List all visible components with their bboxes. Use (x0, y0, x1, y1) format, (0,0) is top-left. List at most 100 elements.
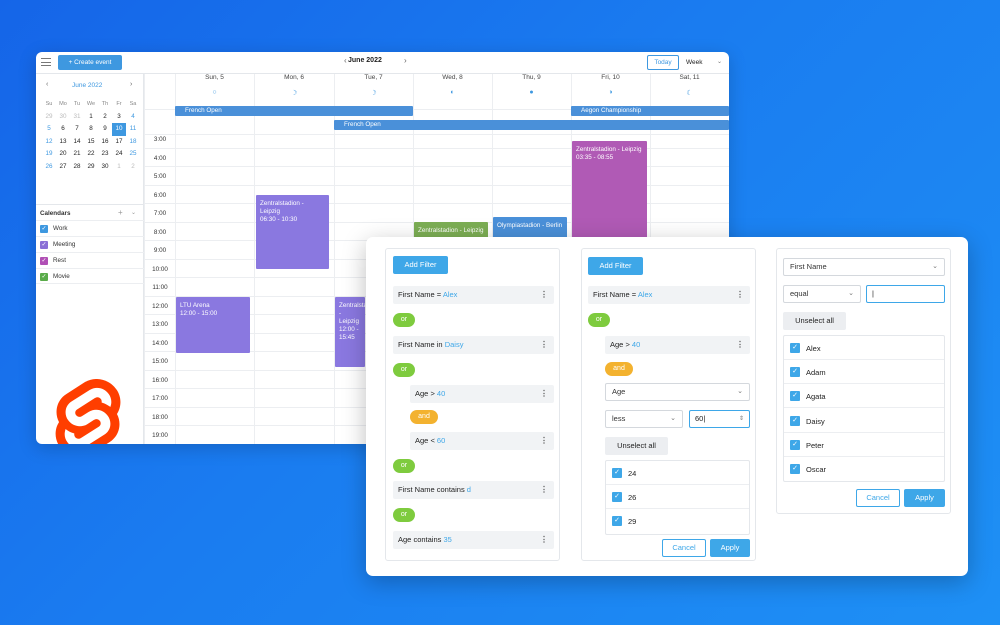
day-header[interactable]: Sat, 11 ☾ (650, 74, 729, 109)
more-icon[interactable]: ⋮ (736, 290, 744, 299)
mini-day[interactable]: 29 (45, 112, 53, 120)
or-badge[interactable]: or (393, 508, 415, 522)
more-icon[interactable]: ⋮ (540, 535, 548, 544)
allday-event[interactable]: French Open (175, 106, 413, 116)
mini-day[interactable]: 26 (45, 162, 53, 170)
menu-icon[interactable] (41, 58, 51, 66)
value-input[interactable]: 60| ⇕ (689, 410, 750, 428)
checkbox-icon[interactable]: ✓ (790, 464, 800, 474)
checklist-item[interactable]: ✓ 24 (606, 461, 749, 485)
allday-event[interactable]: French Open (334, 120, 729, 130)
stepper-icon[interactable]: ⇕ (738, 416, 744, 422)
checklist-item[interactable]: ✓ Adam (784, 360, 944, 384)
more-icon[interactable]: ⋮ (540, 340, 548, 349)
mini-day[interactable]: 8 (89, 125, 93, 133)
filter-rule[interactable]: Age > 40 ⋮ (605, 336, 750, 354)
chevron-down-icon[interactable]: ⌄ (131, 210, 137, 216)
mini-day[interactable]: 1 (89, 112, 93, 120)
mini-day[interactable]: 30 (59, 112, 67, 120)
checkbox-icon[interactable]: ✓ (40, 257, 48, 265)
or-badge[interactable]: or (393, 313, 415, 327)
mini-day[interactable]: 28 (73, 162, 81, 170)
checklist-item[interactable]: ✓ Peter (784, 433, 944, 457)
mini-day[interactable]: 15 (87, 137, 95, 145)
apply-button[interactable]: Apply (710, 539, 750, 557)
chevron-right-icon[interactable]: › (130, 81, 133, 88)
filter-rule[interactable]: First Name in Daisy ⋮ (393, 336, 554, 354)
mini-day[interactable]: 13 (59, 137, 67, 145)
filter-rule[interactable]: Age > 40 ⋮ (410, 385, 554, 403)
add-calendar-icon[interactable]: + (118, 208, 123, 217)
checkbox-icon[interactable]: ✓ (790, 343, 800, 353)
calendar-event[interactable]: Zentralstadion - Leipzig 06:30 - 10:30 (256, 195, 329, 269)
mini-day[interactable]: 21 (73, 150, 81, 158)
mini-day[interactable]: 27 (59, 162, 67, 170)
chevron-left-icon[interactable]: ‹ (46, 81, 49, 88)
operator-select[interactable]: equal ⌄ (783, 285, 861, 303)
mini-day[interactable]: 9 (103, 125, 107, 133)
cancel-button[interactable]: Cancel (662, 539, 706, 557)
calendar-item-movie[interactable]: ✓ Movie (36, 268, 144, 284)
mini-day[interactable]: 11 (129, 125, 137, 133)
mini-day[interactable]: 14 (73, 137, 81, 145)
mini-day[interactable]: 31 (73, 112, 81, 120)
checkbox-icon[interactable]: ✓ (790, 367, 800, 377)
or-badge[interactable]: or (393, 459, 415, 473)
day-header[interactable]: Tue, 7 ☽ (334, 74, 413, 109)
day-header[interactable]: Mon, 6 ☽ (254, 74, 334, 109)
more-icon[interactable]: ⋮ (736, 340, 744, 349)
filter-rule[interactable]: First Name = Alex ⋮ (588, 286, 750, 304)
checkbox-icon[interactable]: ✓ (790, 391, 800, 401)
checkbox-icon[interactable]: ✓ (612, 516, 622, 526)
mini-day[interactable]: 2 (103, 112, 107, 120)
day-header[interactable]: Sun, 5 ○ (175, 74, 254, 109)
mini-day[interactable]: 19 (45, 150, 53, 158)
mini-day[interactable]: 2 (131, 162, 135, 170)
mini-day[interactable]: 1 (117, 162, 121, 170)
operator-select[interactable]: less ⌄ (605, 410, 683, 428)
day-header[interactable]: Wed, 8 ◐ (413, 74, 492, 109)
checkbox-icon[interactable]: ✓ (612, 468, 622, 478)
day-header[interactable]: Fri, 10 ◑ (571, 74, 650, 109)
checkbox-icon[interactable]: ✓ (790, 416, 800, 426)
field-select[interactable]: Age ⌄ (605, 383, 750, 401)
and-badge[interactable]: and (410, 410, 438, 424)
calendar-event[interactable]: LTU Arena 12:00 - 15:00 (176, 297, 250, 353)
mini-day[interactable]: 5 (47, 125, 51, 133)
mini-day[interactable]: 25 (129, 150, 137, 158)
mini-day-selected[interactable]: 10 (112, 123, 126, 136)
today-button[interactable]: Today (647, 55, 679, 70)
mini-day[interactable]: 22 (87, 150, 95, 158)
cancel-button[interactable]: Cancel (856, 489, 900, 507)
mini-day[interactable]: 20 (59, 150, 67, 158)
calendar-item-meeting[interactable]: ✓ Meeting (36, 236, 144, 252)
or-badge[interactable]: or (588, 313, 610, 327)
field-select[interactable]: First Name ⌄ (783, 258, 945, 276)
mini-day[interactable]: 17 (115, 137, 123, 145)
mini-day[interactable]: 12 (45, 137, 53, 145)
or-badge[interactable]: or (393, 363, 415, 377)
filter-rule[interactable]: Age < 60 ⋮ (410, 432, 554, 450)
value-input[interactable]: | (866, 285, 945, 303)
checklist-item[interactable]: ✓ Agata (784, 384, 944, 408)
checklist-item[interactable]: ✓ Oscar (784, 457, 944, 481)
view-select[interactable]: Week ⌄ (686, 55, 726, 70)
add-filter-button[interactable]: Add Filter (393, 256, 448, 274)
checklist-item[interactable]: ✓ Daisy (784, 409, 944, 433)
more-icon[interactable]: ⋮ (540, 290, 548, 299)
mini-day[interactable]: 7 (75, 125, 79, 133)
mini-day[interactable]: 4 (131, 112, 135, 120)
checkbox-icon[interactable]: ✓ (40, 225, 48, 233)
create-event-button[interactable]: + Create event (58, 55, 122, 70)
chevron-right-icon[interactable]: › (404, 56, 407, 65)
calendar-item-work[interactable]: ✓ Work (36, 220, 144, 236)
checkbox-icon[interactable]: ✓ (40, 273, 48, 281)
mini-day[interactable]: 16 (101, 137, 109, 145)
checkbox-icon[interactable]: ✓ (40, 241, 48, 249)
and-badge[interactable]: and (605, 362, 633, 376)
day-header[interactable]: Thu, 9 ● (492, 74, 571, 109)
allday-event[interactable]: Aegon Championship (571, 106, 729, 116)
mini-day[interactable]: 24 (115, 150, 123, 158)
filter-rule[interactable]: First Name = Alex ⋮ (393, 286, 554, 304)
unselect-all-button[interactable]: Unselect all (783, 312, 846, 330)
